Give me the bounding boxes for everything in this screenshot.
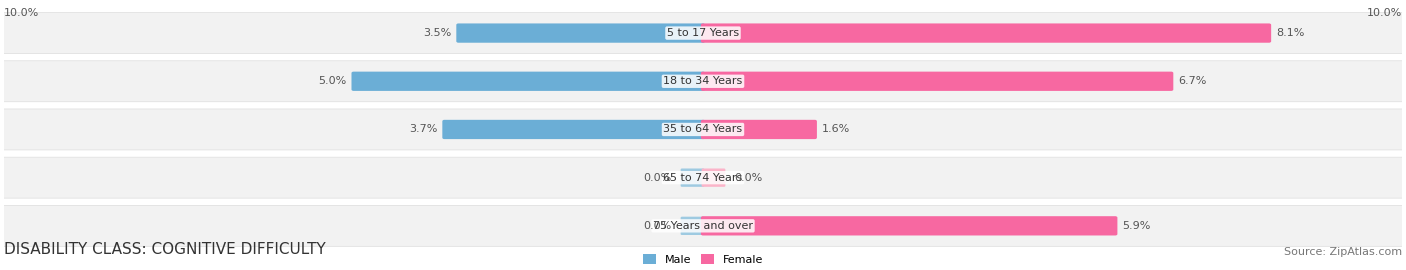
FancyBboxPatch shape bbox=[0, 157, 1406, 198]
Text: 10.0%: 10.0% bbox=[4, 8, 39, 18]
FancyBboxPatch shape bbox=[702, 120, 817, 139]
Text: 0.0%: 0.0% bbox=[734, 173, 762, 183]
Text: 3.7%: 3.7% bbox=[409, 124, 437, 134]
Text: 5 to 17 Years: 5 to 17 Years bbox=[666, 28, 740, 38]
Text: 5.0%: 5.0% bbox=[318, 76, 347, 86]
FancyBboxPatch shape bbox=[0, 205, 1406, 246]
Text: 5.9%: 5.9% bbox=[1122, 221, 1150, 231]
Legend: Male, Female: Male, Female bbox=[638, 250, 768, 269]
FancyBboxPatch shape bbox=[681, 168, 704, 187]
Text: 3.5%: 3.5% bbox=[423, 28, 451, 38]
Text: 18 to 34 Years: 18 to 34 Years bbox=[664, 76, 742, 86]
FancyBboxPatch shape bbox=[0, 61, 1406, 102]
FancyBboxPatch shape bbox=[702, 72, 1174, 91]
FancyBboxPatch shape bbox=[0, 109, 1406, 150]
FancyBboxPatch shape bbox=[681, 217, 704, 235]
Text: Source: ZipAtlas.com: Source: ZipAtlas.com bbox=[1284, 247, 1402, 257]
FancyBboxPatch shape bbox=[0, 13, 1406, 53]
FancyBboxPatch shape bbox=[702, 168, 725, 187]
Text: 10.0%: 10.0% bbox=[1367, 8, 1402, 18]
Text: 65 to 74 Years: 65 to 74 Years bbox=[664, 173, 742, 183]
Text: 8.1%: 8.1% bbox=[1277, 28, 1305, 38]
FancyBboxPatch shape bbox=[352, 72, 704, 91]
Text: 75 Years and over: 75 Years and over bbox=[652, 221, 754, 231]
Text: 6.7%: 6.7% bbox=[1178, 76, 1206, 86]
FancyBboxPatch shape bbox=[443, 120, 704, 139]
Text: 35 to 64 Years: 35 to 64 Years bbox=[664, 124, 742, 134]
Text: 0.0%: 0.0% bbox=[644, 221, 672, 231]
Text: DISABILITY CLASS: COGNITIVE DIFFICULTY: DISABILITY CLASS: COGNITIVE DIFFICULTY bbox=[4, 242, 326, 257]
FancyBboxPatch shape bbox=[702, 216, 1118, 235]
Text: 1.6%: 1.6% bbox=[821, 124, 851, 134]
Text: 0.0%: 0.0% bbox=[644, 173, 672, 183]
FancyBboxPatch shape bbox=[457, 23, 704, 43]
FancyBboxPatch shape bbox=[702, 23, 1271, 43]
